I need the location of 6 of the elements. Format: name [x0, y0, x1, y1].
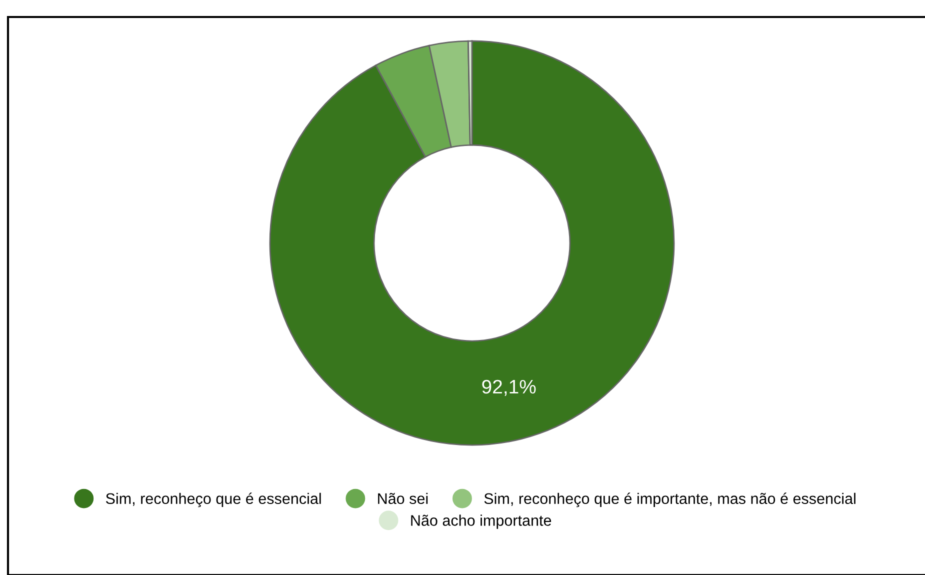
- donut-slice: [269, 40, 675, 446]
- legend-label: Sim, reconheço que é importante, mas não é essencial: [484, 492, 856, 508]
- data-label: 92,1%: [482, 380, 536, 396]
- legend-label: Não sei: [378, 492, 428, 504]
- legend-label: Não acho importante: [411, 514, 552, 529]
- legend-label: Sim, reconheço que é essencial: [106, 492, 321, 508]
